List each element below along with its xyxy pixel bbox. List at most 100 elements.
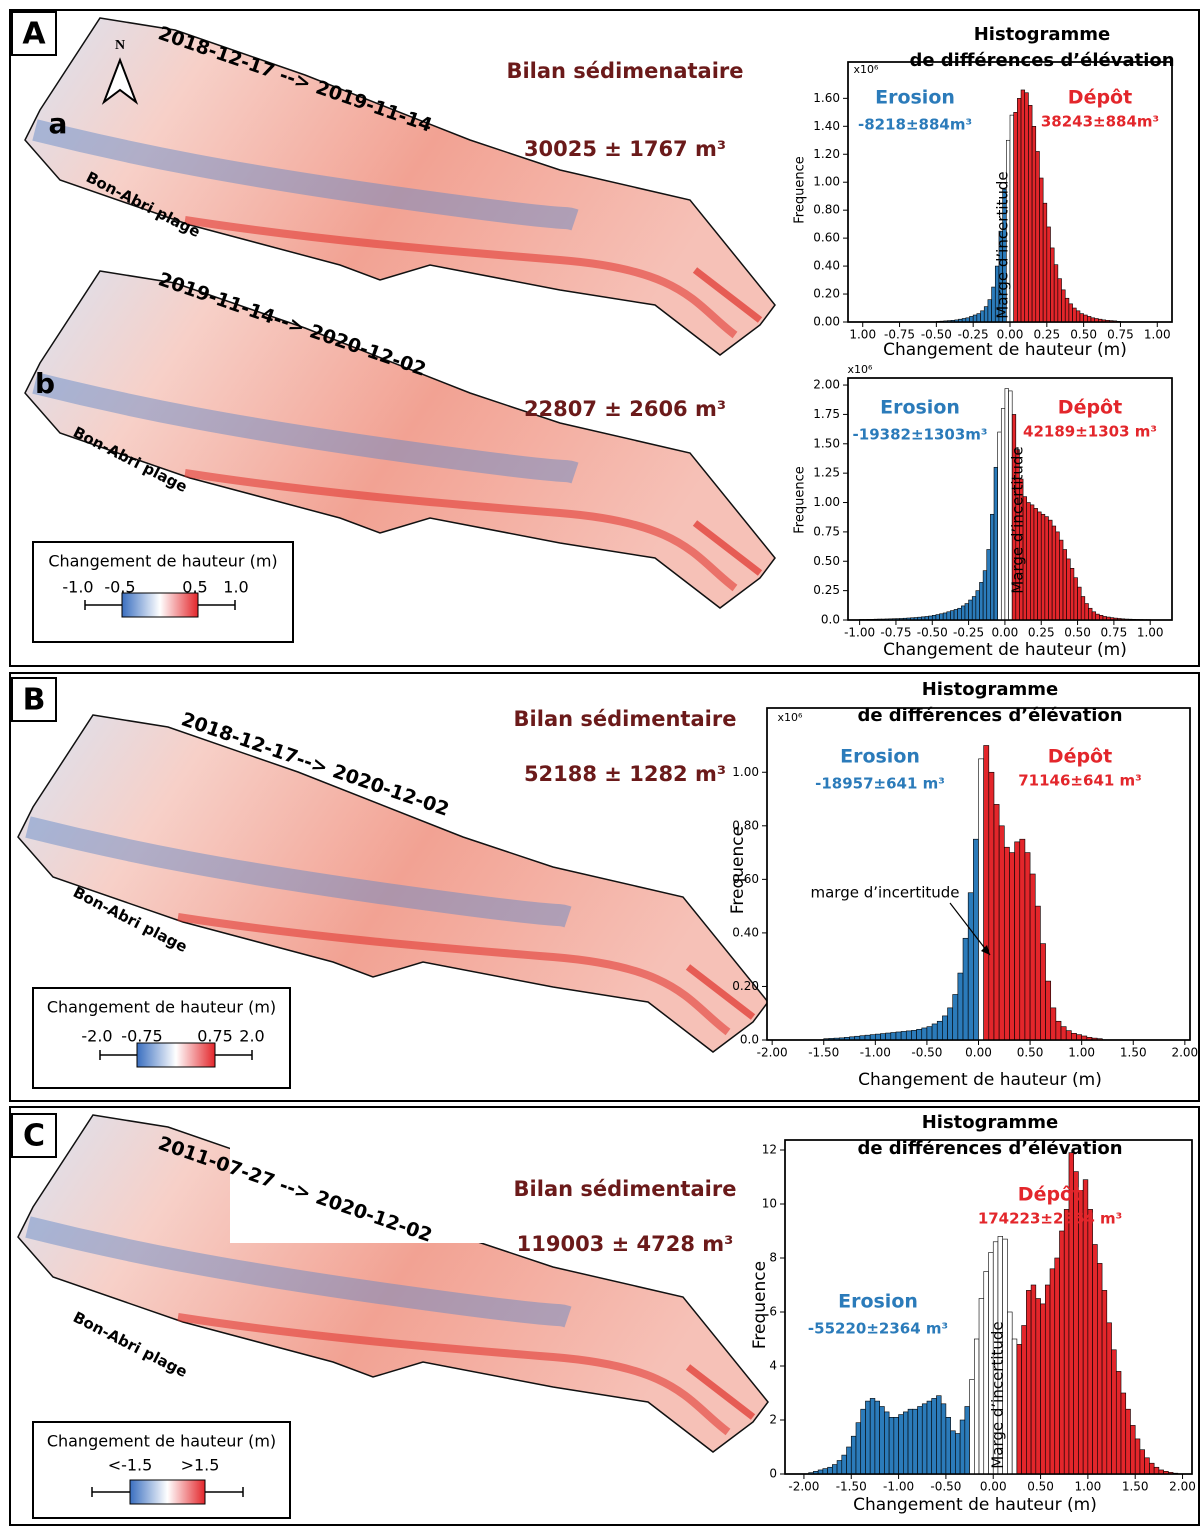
histogram-bar (935, 614, 940, 621)
histogram-bar (1033, 508, 1038, 621)
x-axis-label: Changement de hauteur (m) (858, 1070, 1102, 1090)
y-tick-label: 0.20 (732, 979, 759, 993)
x-tick-label: -0.75 (880, 626, 911, 640)
colorbar (129, 1479, 206, 1505)
histogram-bar (869, 1034, 876, 1041)
histogram-bar (1111, 1349, 1117, 1475)
histogram-bar (1040, 513, 1046, 621)
chart-title: de différences d’élévation (909, 50, 1174, 71)
histogram-bar (1069, 568, 1075, 621)
x-axis-label: Changement de hauteur (m) (883, 640, 1127, 660)
histogram-bar (1087, 1209, 1093, 1475)
y-scale: x10⁶ (854, 63, 880, 76)
x-tick-label: 1.50 (1120, 1046, 1147, 1060)
histogram-bar (1003, 846, 1010, 1041)
y-tick-label: 1.00 (732, 765, 759, 779)
histogram-bar (1130, 1425, 1136, 1475)
x-tick-label: 1.50 (1122, 1480, 1149, 1494)
histogram-bar (880, 1033, 886, 1041)
x-tick-label: 0.00 (997, 328, 1024, 342)
histogram-bar (903, 1411, 909, 1475)
histogram-bar (1120, 1392, 1127, 1475)
histogram-bar (969, 316, 974, 323)
erosion-value: -19382±1303m³ (853, 426, 988, 444)
panel-frame (9, 9, 1200, 667)
histogram-bar (822, 1468, 828, 1475)
erosion-value: -18957±641 m³ (815, 775, 945, 793)
deposit-title: Dépôt (1018, 1184, 1082, 1206)
histogram-bar (869, 1398, 876, 1475)
histogram-bar (827, 1466, 833, 1475)
histogram-bar (1115, 1371, 1122, 1475)
histogram-bar (975, 590, 980, 621)
histogram-bar (1153, 1466, 1160, 1475)
histogram-bar (917, 1406, 923, 1475)
histogram-bar (926, 1400, 933, 1475)
histogram-bar (942, 1015, 948, 1041)
histogram-bar (926, 1026, 933, 1041)
histogram-bar (957, 972, 964, 1041)
histogram-bar (1054, 1257, 1060, 1475)
histogram-bar (1035, 1298, 1041, 1475)
y-axis-label: Frequence (750, 1261, 770, 1349)
histogram-bar (1000, 408, 1006, 621)
histogram-bar (1030, 1284, 1037, 1475)
north-label: N (115, 38, 125, 53)
budget-value: 52188 ± 1282 m³ (524, 762, 726, 786)
budget-value: 30025 ± 1767 m³ (524, 137, 726, 161)
x-tick-label: 0.00 (992, 626, 1019, 640)
histogram-bar (916, 1028, 923, 1041)
histogram-bar (957, 607, 962, 621)
x-tick-label: 0.00 (965, 1046, 992, 1060)
erosion-title: Erosion (875, 87, 955, 109)
budget-value: 119003 ± 4728 m³ (517, 1232, 734, 1256)
histogram-bar (1061, 289, 1066, 323)
map-label: a (49, 107, 68, 140)
y-tick-label: 0.60 (813, 231, 840, 245)
histogram-bar (1028, 105, 1033, 323)
y-tick-label: 0.20 (813, 287, 840, 301)
x-tick-label: -2.00 (757, 1046, 788, 1060)
legend-label: -2.0 (81, 1027, 112, 1046)
histogram-bar (1019, 838, 1026, 1041)
histogram-bar (961, 605, 966, 621)
histogram-bar (964, 1406, 970, 1475)
histogram-bar (921, 1403, 928, 1475)
histogram-bar (1029, 873, 1036, 1041)
histogram-bar (879, 1406, 885, 1475)
uncertainty-label: marge d’incertitude (810, 884, 959, 902)
x-tick-label: 1.00 (1137, 626, 1164, 640)
x-tick-label: -1.50 (808, 1046, 839, 1060)
y-tick-label: 1.00 (813, 495, 840, 509)
x-tick-label: 1.00 (1068, 1046, 1095, 1060)
histogram-bar (1059, 1230, 1065, 1475)
histogram-bar (1026, 1290, 1032, 1475)
y-tick-label: 1.75 (813, 407, 840, 421)
histogram-bar (1076, 1034, 1082, 1041)
histogram-bar (1039, 177, 1044, 323)
histogram-bar (1059, 539, 1064, 621)
histogram-bar (1075, 310, 1081, 323)
histogram-bar (931, 1398, 937, 1475)
x-tick-label: 1.00 (849, 328, 876, 342)
histogram-bar (1014, 841, 1021, 1041)
histogram-bar (1040, 943, 1046, 1041)
histogram-bar (921, 1027, 928, 1041)
x-tick-label: 0.50 (1064, 626, 1091, 640)
y-tick-label: 0.00 (813, 315, 840, 329)
erosion-title: Erosion (880, 397, 960, 419)
histogram-bar (1044, 516, 1049, 621)
deposit-title: Dépôt (1048, 746, 1112, 768)
chart-title: Histogramme (922, 1112, 1059, 1133)
histogram-bar (907, 1408, 914, 1475)
x-tick-label: 0.75 (1107, 328, 1134, 342)
histogram-bar (1077, 586, 1082, 621)
histogram-bar (968, 599, 973, 621)
histogram-bar (1049, 1268, 1056, 1475)
legend-title: Changement de hauteur (m) (48, 552, 277, 571)
histogram-bar (1072, 307, 1077, 323)
histogram-bar (1034, 905, 1041, 1041)
histogram-bar (971, 596, 977, 621)
histogram-bar (955, 1433, 961, 1475)
